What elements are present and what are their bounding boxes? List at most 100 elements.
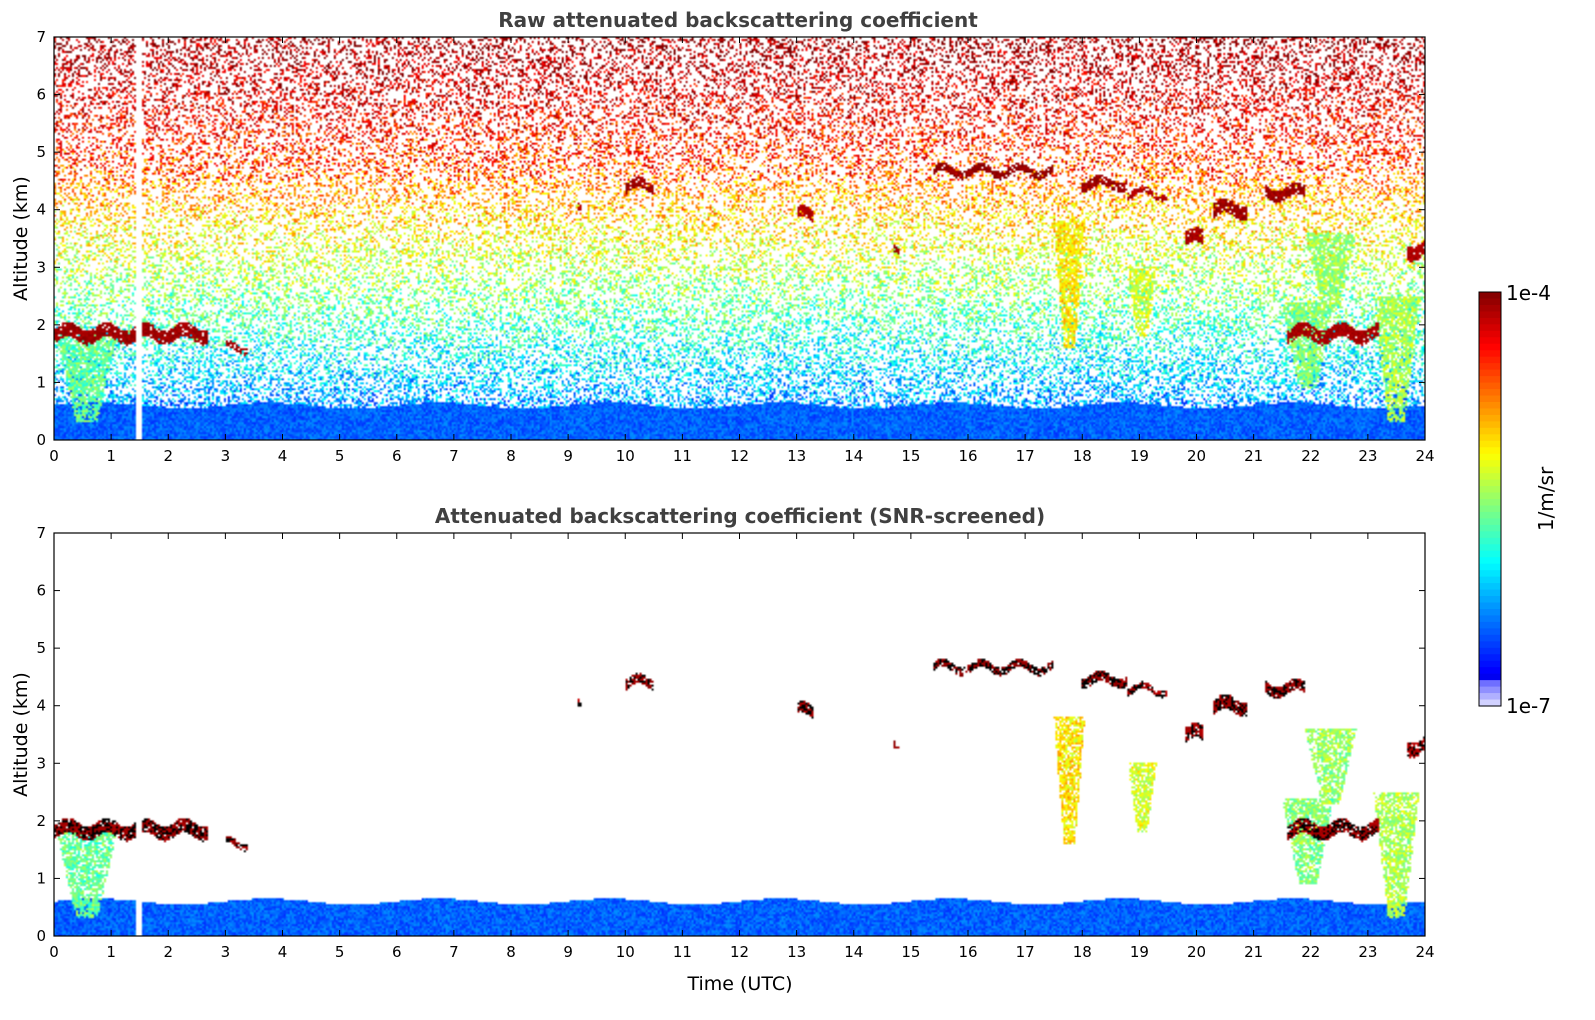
colorbar-step <box>1479 660 1501 668</box>
x-tick-label: 6 <box>392 447 402 465</box>
colorbar-step <box>1479 647 1501 655</box>
screened-x-axis: 0 1 2 3 4 5 6 7 8 9 10 11 12 13 14 15 16 17 18 19 20 21 22 23 24 <box>49 533 1435 961</box>
x-tick-label: 3 <box>221 943 231 961</box>
colorbar-step <box>1479 401 1501 410</box>
y-tick-label: 0 <box>36 431 46 449</box>
colorbar-step <box>1479 376 1501 384</box>
x-tick-label: 19 <box>1130 447 1149 465</box>
x-tick-label: 5 <box>335 943 345 961</box>
x-tick-label: 17 <box>1016 943 1035 961</box>
colorbar-step <box>1479 453 1501 461</box>
colorbar-step <box>1479 628 1501 636</box>
colorbar-step <box>1479 479 1501 487</box>
x-tick-label: 1 <box>106 447 116 465</box>
x-tick-label: 16 <box>958 943 977 961</box>
colorbar-step <box>1479 686 1501 694</box>
x-tick-label: 20 <box>1187 943 1206 961</box>
colorbar-step <box>1479 330 1501 338</box>
x-tick-label: 17 <box>1016 447 1035 465</box>
colorbar-step <box>1479 699 1501 707</box>
colorbar-step <box>1479 557 1501 565</box>
x-tick-label: 10 <box>616 447 635 465</box>
y-tick-label: 6 <box>36 582 46 600</box>
x-tick-label: 4 <box>278 447 288 465</box>
colorbar-step <box>1479 654 1501 662</box>
colorbar-step <box>1479 395 1501 403</box>
colorbar-step <box>1479 544 1501 552</box>
colorbar-unit-label: 1/m/sr <box>1534 466 1558 531</box>
x-tick-label: 13 <box>787 943 806 961</box>
colorbar-step <box>1479 563 1501 571</box>
x-tick-label: 12 <box>730 447 749 465</box>
x-tick-label: 0 <box>49 447 59 465</box>
y-tick-label: 3 <box>36 754 46 772</box>
colorbar-step <box>1479 324 1501 332</box>
colorbar-step <box>1479 460 1501 468</box>
x-tick-label: 23 <box>1358 943 1377 961</box>
colorbar-step <box>1479 369 1501 377</box>
y-tick-label: 5 <box>36 143 46 161</box>
raw-x-axis: 0 1 2 3 4 5 6 7 8 9 10 11 12 13 14 15 16 17 18 19 20 21 22 23 24 <box>49 37 1435 465</box>
colorbar-step <box>1479 615 1501 623</box>
x-tick-label: 9 <box>563 943 573 961</box>
colorbar-step <box>1479 440 1501 448</box>
colorbar-frame <box>1478 291 1502 707</box>
x-tick-label: 13 <box>787 447 806 465</box>
x-tick-label: 22 <box>1301 447 1320 465</box>
x-tick-label: 15 <box>901 447 920 465</box>
colorbar-step <box>1479 576 1501 584</box>
raw-backscatter-heatmap <box>54 37 1425 440</box>
colorbar-step <box>1479 511 1501 520</box>
colorbar-step <box>1479 427 1501 435</box>
x-tick-label: 22 <box>1301 943 1320 961</box>
colorbar-min-label: 1e-7 <box>1506 694 1551 718</box>
colorbar-step <box>1479 524 1501 532</box>
x-tick-label: 9 <box>563 447 573 465</box>
colorbar-step <box>1479 304 1501 313</box>
colorbar-step <box>1479 596 1501 604</box>
colorbar-gradient <box>1479 292 1501 707</box>
colorbar: 1e-4 1e-7 1/m/sr <box>1478 281 1558 718</box>
colorbar-step <box>1479 363 1501 371</box>
colorbar-step <box>1479 531 1501 539</box>
x-tick-label: 14 <box>844 447 863 465</box>
x-tick-label: 8 <box>506 943 516 961</box>
x-tick-label: 11 <box>673 943 692 961</box>
x-tick-label: 1 <box>106 943 116 961</box>
colorbar-step <box>1479 583 1501 591</box>
x-tick-label: 2 <box>163 447 173 465</box>
x-tick-label: 11 <box>673 447 692 465</box>
screened-backscatter-panel: Attenuated backscattering coefficient (S… <box>10 504 1435 995</box>
colorbar-step <box>1479 621 1501 629</box>
colorbar-max-label: 1e-4 <box>1506 281 1551 305</box>
x-tick-label: 8 <box>506 447 516 465</box>
x-tick-label: 23 <box>1358 447 1377 465</box>
raw-y-axis-label: Altitude (km) <box>10 176 32 301</box>
y-tick-label: 1 <box>36 869 46 887</box>
colorbar-step <box>1479 292 1501 300</box>
colorbar-step <box>1479 550 1501 558</box>
colorbar-step <box>1479 518 1501 526</box>
x-tick-label: 7 <box>449 943 459 961</box>
x-tick-label: 5 <box>335 447 345 465</box>
x-tick-label: 12 <box>730 943 749 961</box>
colorbar-step <box>1479 680 1501 688</box>
colorbar-step <box>1479 537 1501 545</box>
colorbar-step <box>1479 570 1501 578</box>
y-tick-label: 2 <box>36 316 46 334</box>
colorbar-step <box>1479 667 1501 675</box>
x-tick-label: 21 <box>1244 943 1263 961</box>
x-tick-label: 20 <box>1187 447 1206 465</box>
colorbar-step <box>1479 298 1501 306</box>
x-tick-label: 14 <box>844 943 863 961</box>
x-tick-label: 18 <box>1073 447 1092 465</box>
colorbar-step <box>1479 389 1501 397</box>
colorbar-step <box>1479 499 1501 507</box>
colorbar-step <box>1479 382 1501 390</box>
y-tick-label: 7 <box>36 28 46 46</box>
x-tick-label: 4 <box>278 943 288 961</box>
colorbar-step <box>1479 641 1501 649</box>
x-tick-label: 15 <box>901 943 920 961</box>
colorbar-step <box>1479 486 1501 494</box>
colorbar-step <box>1479 408 1501 416</box>
